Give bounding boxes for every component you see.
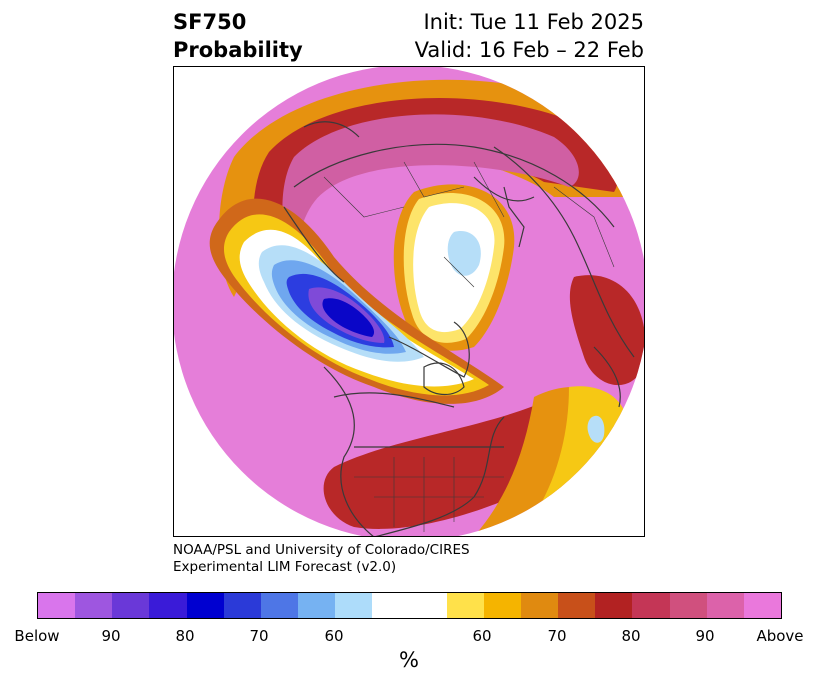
credit-line-1: NOAA/PSL and University of Colorado/CIRE… — [173, 542, 470, 558]
colorbar-swatch — [743, 593, 782, 618]
colorbar-swatch — [149, 593, 187, 618]
red-east — [569, 275, 644, 385]
above-mid-band — [282, 114, 579, 257]
atlantic-below-spot — [587, 415, 605, 443]
colorbar-swatch — [335, 593, 373, 618]
map-title: SF750 Probability — [173, 8, 303, 64]
colorbar-tick-label: 70 — [249, 627, 269, 645]
colorbar-swatch — [446, 593, 484, 618]
forecast-dates: Init: Tue 11 Feb 2025 Valid: 16 Feb – 22… — [415, 8, 644, 64]
product-name: Probability — [173, 38, 303, 62]
probability-field — [174, 67, 644, 536]
political-borders — [323, 161, 615, 532]
colorbar-tick-label: 80 — [175, 627, 195, 645]
credit-text: NOAA/PSL and University of Colorado/CIRE… — [173, 542, 470, 576]
colorbar-tick-label: 80 — [621, 627, 641, 645]
colorbar-swatch — [298, 593, 336, 618]
colorbar-tick-label: 60 — [324, 627, 344, 645]
valid-range: Valid: 16 Feb – 22 Feb — [414, 38, 644, 62]
colorbar-swatch — [260, 593, 299, 618]
colorbar — [37, 592, 782, 619]
colorbar-swatch — [706, 593, 744, 618]
colorbar-swatch — [186, 593, 224, 618]
colorbar-swatch — [669, 593, 707, 618]
colorbar-swatch — [372, 593, 447, 618]
colorbar-swatch — [595, 593, 633, 618]
credit-line-2: Experimental LIM Forecast (v2.0) — [173, 559, 397, 575]
colorbar-tick-label: 90 — [101, 627, 121, 645]
polar-map — [174, 67, 644, 536]
colorbar-swatch — [75, 593, 113, 618]
colorbar-swatch — [483, 593, 522, 618]
colorbar-swatch — [112, 593, 150, 618]
colorbar-tick-label: Above — [756, 627, 804, 645]
colorbar-swatch — [38, 593, 76, 618]
colorbar-swatch — [632, 593, 670, 618]
map-panel — [173, 66, 645, 537]
pacific-below-dark — [322, 298, 375, 337]
coastlines — [283, 103, 635, 536]
colorbar-tick-label: 60 — [472, 627, 492, 645]
colorbar-swatch — [223, 593, 261, 618]
variable-name: SF750 — [173, 10, 247, 34]
init-date: Init: Tue 11 Feb 2025 — [423, 10, 644, 34]
colorbar-swatch — [521, 593, 559, 618]
colorbar-tick-label: 90 — [695, 627, 715, 645]
colorbar-swatch — [558, 593, 596, 618]
colorbar-tick-label: 70 — [547, 627, 567, 645]
colorbar-unit-label: % — [399, 648, 419, 672]
arctic-below — [447, 231, 481, 276]
colorbar-tick-label: Below — [14, 627, 60, 645]
